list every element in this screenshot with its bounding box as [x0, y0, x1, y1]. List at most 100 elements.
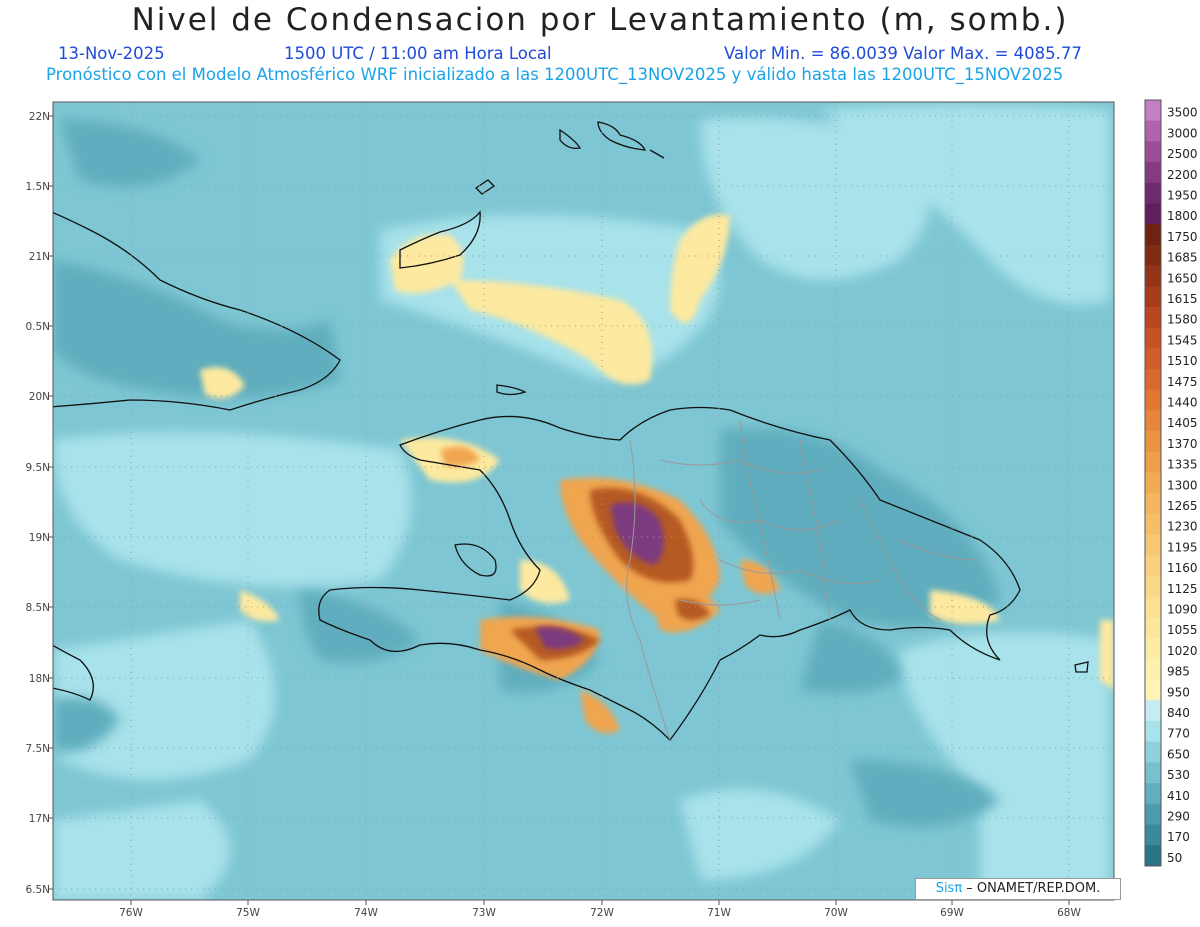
colorbar-swatch [1145, 120, 1161, 142]
colorbar-label: 410 [1167, 789, 1190, 803]
graticule [48, 102, 1114, 905]
lat-label: 7.5N [25, 743, 50, 755]
colorbar-swatch [1145, 762, 1161, 784]
lon-label: 68W [1057, 907, 1081, 919]
lat-label: 18N [29, 673, 50, 685]
min-max-values: Valor Min. = 86.0039 Valor Max. = 4085.7… [724, 44, 1082, 63]
colorbar-swatch [1145, 307, 1161, 329]
colorbar-swatch [1145, 327, 1161, 349]
lon-label: 73W [472, 907, 496, 919]
colorbar-swatch [1145, 203, 1161, 225]
lat-label: 8.5N [25, 602, 50, 614]
colorbar-swatch [1145, 451, 1161, 474]
colorbar-label: 840 [1167, 706, 1190, 720]
lat-label: 19N [29, 532, 50, 544]
colorbar-swatch [1145, 783, 1161, 805]
lon-label: 74W [354, 907, 378, 919]
colorbar-label: 1650 [1167, 271, 1198, 285]
lat-label: 1.5N [25, 181, 50, 193]
colorbar-label: 3000 [1167, 126, 1198, 140]
lat-label: 22N [29, 111, 50, 123]
colorbar-swatch [1145, 162, 1161, 184]
colorbar-frame [1144, 99, 1162, 867]
lat-label: 0.5N [25, 321, 50, 333]
colorbar: 3500 3000 2500 2200 1950 1800 1750 1685 1650 1615… [1144, 99, 1198, 867]
colorbar-swatch [1145, 658, 1161, 681]
colorbar-label: 1195 [1167, 540, 1198, 554]
colorbar-swatch [1145, 431, 1161, 453]
colorbar-swatch [1145, 141, 1161, 163]
colorbar-label: 1335 [1167, 458, 1198, 472]
lat-label: 6.5N [25, 884, 50, 896]
colorbar-label: 3500 [1167, 106, 1198, 120]
colorbar-label: 1510 [1167, 354, 1198, 368]
colorbar-label: 1125 [1167, 582, 1198, 596]
colorbar-label: 1685 [1167, 251, 1198, 265]
credit-box: Sisπ – ONAMET/REP.DOM. [915, 878, 1121, 900]
colorbar-swatch [1145, 286, 1161, 308]
colorbar-swatch [1145, 244, 1161, 267]
colorbar-swatch [1145, 803, 1161, 825]
colorbar-label: 1615 [1167, 292, 1198, 306]
colorbar-swatch [1145, 224, 1161, 246]
lon-label: 72W [590, 907, 614, 919]
colorbar-label: 1950 [1167, 189, 1198, 203]
lat-label: 9.5N [25, 462, 50, 474]
colorbar-swatch [1145, 700, 1161, 722]
colorbar-label: 985 [1167, 665, 1190, 679]
colorbar-swatch [1145, 514, 1161, 536]
forecast-date: 13-Nov-2025 [58, 44, 165, 63]
colorbar-label: 170 [1167, 830, 1190, 844]
colorbar-swatch [1145, 679, 1161, 701]
colorbar-swatch [1145, 576, 1161, 598]
colorbar-swatch [1145, 265, 1161, 287]
lon-label: 70W [824, 907, 848, 919]
colorbar-label: 1300 [1167, 478, 1198, 492]
colorbar-swatch [1145, 389, 1161, 411]
colorbar-label: 1265 [1167, 499, 1198, 513]
colorbar-swatch [1145, 348, 1161, 370]
colorbar-label: 1750 [1167, 230, 1198, 244]
colorbar-label: 290 [1167, 810, 1190, 824]
colorbar-swatch [1145, 493, 1161, 515]
lat-label: 20N [29, 391, 50, 403]
colorbar-label: 530 [1167, 768, 1190, 782]
lon-label: 71W [707, 907, 731, 919]
colorbar-swatch [1145, 534, 1161, 556]
colorbar-label: 50 [1167, 851, 1182, 865]
colorbar-label: 950 [1167, 685, 1190, 699]
colorbar-swatch [1145, 410, 1161, 432]
coastlines [53, 121, 1089, 741]
colorbar-swatch [1145, 555, 1161, 577]
colorbar-label: 1160 [1167, 561, 1198, 575]
colorbar-swatch [1145, 617, 1161, 639]
sis-logo-text: Sisπ [935, 881, 963, 896]
lat-label: 17N [29, 813, 50, 825]
colorbar-label: 770 [1167, 727, 1190, 741]
province-borders [626, 419, 981, 741]
colorbar-swatch [1145, 182, 1161, 204]
colorbar-swatch [1145, 741, 1161, 763]
colorbar-swatch [1145, 638, 1161, 660]
colorbar-label: 1090 [1167, 603, 1198, 617]
colorbar-swatch [1145, 596, 1161, 618]
credit-text: – ONAMET/REP.DOM. [962, 881, 1101, 896]
colorbar-swatch [1145, 721, 1161, 743]
map-title: Nivel de Condensacion por Levantamiento … [131, 2, 1069, 38]
colorbar-label: 2500 [1167, 147, 1198, 161]
colorbar-label: 1440 [1167, 396, 1198, 410]
colorbar-swatch [1145, 845, 1161, 867]
colorbar-label: 1580 [1167, 313, 1198, 327]
lon-labels: 76W 75W 74W 73W 72W 71W 70W 69W 68W [119, 907, 1081, 919]
colorbar-swatch [1145, 100, 1161, 122]
lon-label: 69W [940, 907, 964, 919]
lon-label: 76W [119, 907, 143, 919]
colorbar-swatch [1145, 369, 1161, 391]
colorbar-swatch [1145, 824, 1161, 846]
colorbar-label: 1370 [1167, 437, 1198, 451]
colorbar-label: 650 [1167, 747, 1190, 761]
colorbar-label: 1020 [1167, 644, 1198, 658]
map-frame [52, 101, 1115, 901]
colorbar-label: 1545 [1167, 333, 1198, 347]
lon-label: 75W [236, 907, 260, 919]
